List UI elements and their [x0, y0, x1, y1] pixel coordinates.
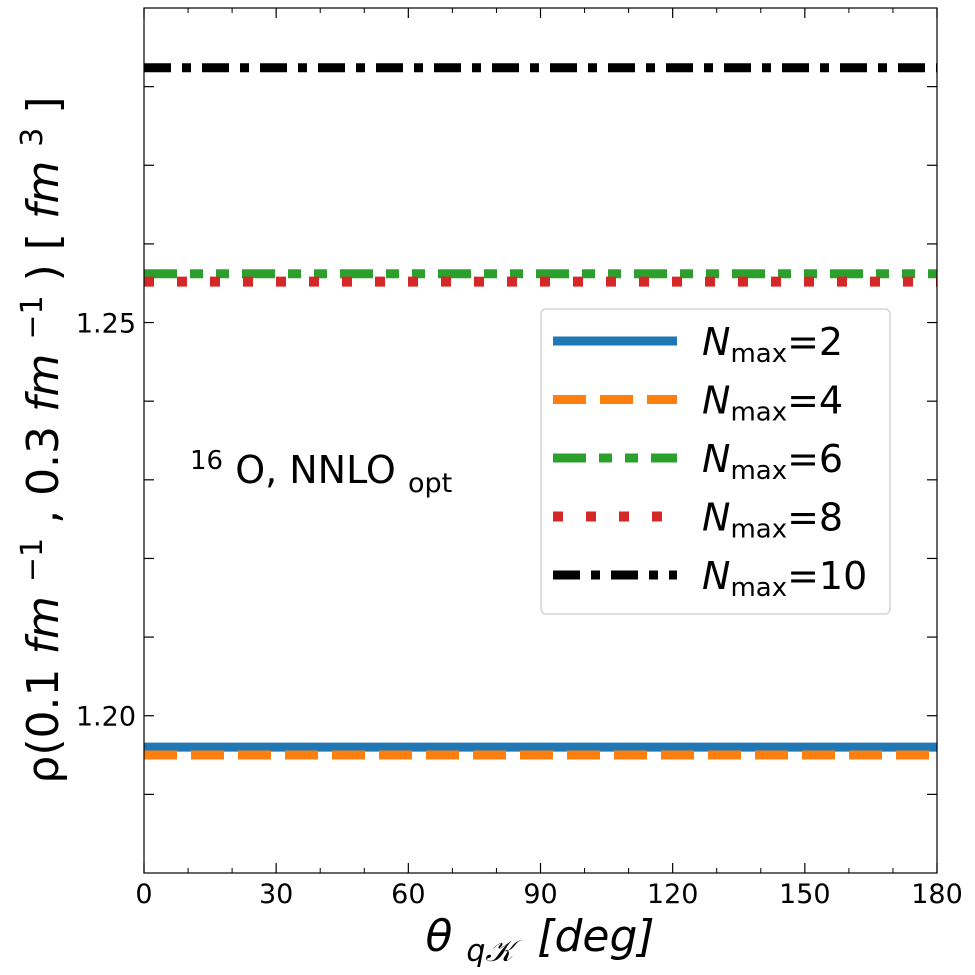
x-axis-unit: [deg]	[537, 911, 654, 962]
y-tick-label: 1.20	[76, 702, 136, 733]
legend-label-value: =8	[787, 496, 843, 540]
y-axis-unit1: fm	[18, 596, 69, 654]
legend-label: Nmax=6	[702, 437, 843, 486]
series-layer	[144, 63, 937, 760]
annotation-subscript: opt	[408, 468, 452, 499]
legend-label-value: =6	[787, 437, 843, 481]
x-axis-subscript: q𝒦	[466, 934, 522, 969]
y-axis-unit3: fm	[18, 161, 69, 219]
y-tick-label: 1.25	[76, 309, 136, 340]
legend-label: Nmax=10	[702, 554, 867, 603]
y-axis-exp3: 3	[15, 128, 50, 147]
legend-label-symbol: N	[702, 320, 730, 364]
x-tick-label: 90	[523, 879, 557, 910]
y-axis-prefix: ρ(0.1	[18, 669, 69, 784]
legend-label-value: =4	[787, 379, 843, 423]
ticks-layer	[143, 8, 938, 873]
legend-label: Nmax=2	[702, 320, 843, 369]
legend-label-symbol: N	[702, 379, 730, 423]
y-axis-close: ) [	[18, 233, 69, 281]
legend-label-subscript: max	[730, 573, 787, 603]
x-tick-label: 30	[259, 879, 293, 910]
legend-label-value: =2	[787, 320, 843, 364]
x-tick-label: 120	[647, 879, 699, 910]
y-axis-mid: , 0.3	[18, 426, 69, 524]
annotation: 16 O, NNLO opt	[190, 434, 452, 499]
y-axis-exp1: −1	[15, 538, 50, 582]
legend-label-subscript: max	[730, 515, 787, 545]
legend-label-symbol: N	[702, 496, 730, 540]
legend-label-subscript: max	[730, 339, 787, 369]
legend-label-subscript: max	[730, 456, 787, 486]
x-tick-label: 0	[135, 879, 152, 910]
legend-label: Nmax=4	[702, 379, 843, 428]
legend-label-value: =10	[787, 554, 867, 598]
x-tick-label: 180	[911, 879, 963, 910]
x-tick-label: 60	[391, 879, 425, 910]
annotation-text: O, NNLO	[235, 448, 396, 492]
legend-label-subscript: max	[730, 398, 787, 428]
x-axis-symbol: θ	[425, 911, 452, 962]
legend-label-symbol: N	[702, 554, 730, 598]
legend-label-symbol: N	[702, 437, 730, 481]
y-axis-title: ρ(0.1 fm −1 , 0.3 fm −1 ) [ fm 3 ]	[2, 96, 69, 783]
x-tick-label: 150	[779, 879, 831, 910]
x-axis-title: θ q𝒦 [deg]	[425, 911, 654, 972]
legend-frame	[540, 308, 891, 615]
legend-label: Nmax=8	[702, 496, 843, 545]
y-axis-end: ]	[18, 96, 69, 113]
annotation-mass-number: 16	[190, 446, 223, 476]
tick-labels-layer: 0 30 60 90 120 150 180 1.20 1.25	[76, 309, 963, 910]
y-axis-unit2: fm	[18, 354, 69, 412]
y-axis-exp2: −1	[15, 295, 50, 339]
